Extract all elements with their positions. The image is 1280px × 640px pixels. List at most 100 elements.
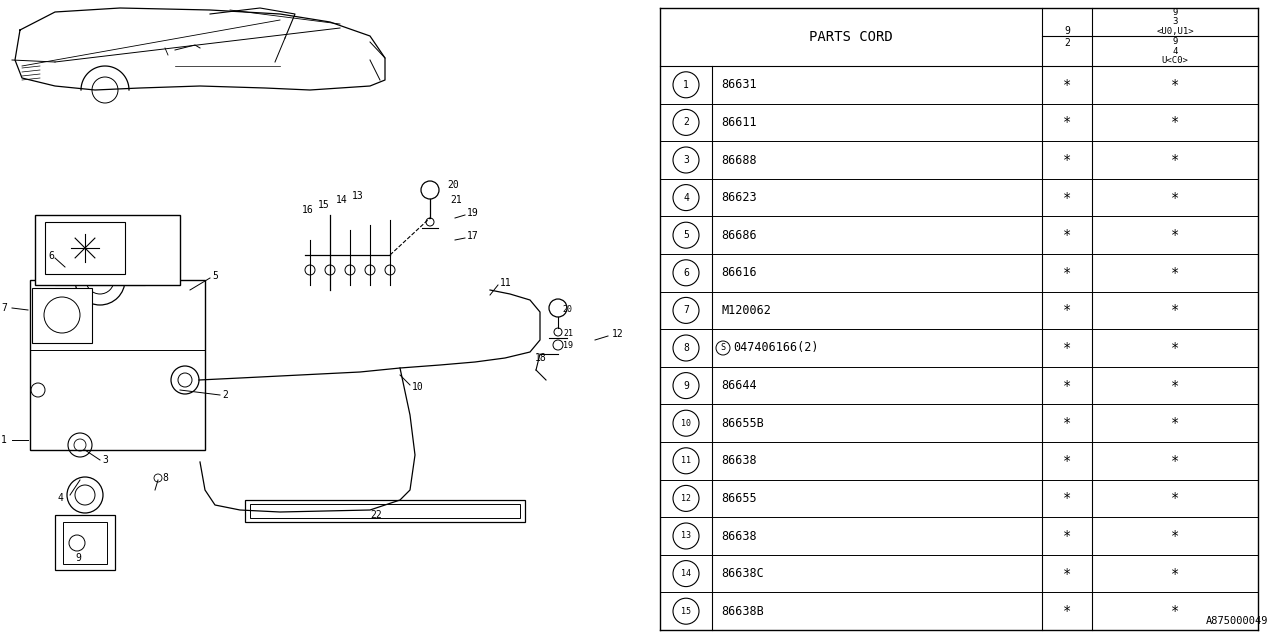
Text: 9
4
U<C0>: 9 4 U<C0> [1161,36,1188,65]
Text: 11: 11 [681,456,691,465]
Text: *: * [1171,341,1179,355]
Circle shape [673,184,699,211]
Circle shape [673,72,699,98]
Text: 4: 4 [58,493,64,503]
Text: 5: 5 [212,271,218,281]
Text: 10: 10 [681,419,691,428]
Text: 8: 8 [163,473,168,483]
Text: *: * [1171,416,1179,430]
Text: 8: 8 [684,343,689,353]
Text: 7: 7 [1,303,6,313]
Text: 15: 15 [317,200,330,210]
Circle shape [673,448,699,474]
Circle shape [716,341,730,355]
Text: *: * [1062,604,1071,618]
Text: 10: 10 [412,382,424,392]
Text: PARTS CORD: PARTS CORD [809,30,893,44]
Bar [32,288,92,343]
Text: 4: 4 [684,193,689,203]
Bar [244,500,525,522]
Text: *: * [1171,604,1179,618]
Circle shape [673,260,699,286]
Text: *: * [1062,529,1071,543]
Text: 21: 21 [563,328,573,337]
Text: 1: 1 [1,435,6,445]
Text: *: * [1171,191,1179,205]
Text: *: * [1171,529,1179,543]
Bar [45,222,125,274]
Bar [250,504,520,518]
Text: *: * [1171,303,1179,317]
Text: 21: 21 [451,195,462,205]
Text: *: * [1171,566,1179,580]
Text: *: * [1171,454,1179,468]
Text: 14: 14 [681,569,691,578]
Text: 86644: 86644 [721,379,756,392]
Text: *: * [1062,228,1071,242]
Text: 3: 3 [684,155,689,165]
Text: 5: 5 [684,230,689,240]
Text: *: * [1171,266,1179,280]
Text: 86638: 86638 [721,529,756,543]
Text: 3: 3 [102,455,108,465]
Text: *: * [1062,303,1071,317]
Text: 86638: 86638 [721,454,756,467]
Text: *: * [1062,492,1071,506]
Text: S: S [721,344,726,353]
Text: *: * [1062,153,1071,167]
Text: 14: 14 [335,195,348,205]
Text: 9
2: 9 2 [1064,26,1070,48]
Text: 20: 20 [447,180,458,190]
Circle shape [673,109,699,136]
Text: *: * [1171,115,1179,129]
Text: 86655: 86655 [721,492,756,505]
Text: 86616: 86616 [721,266,756,279]
Text: 86638C: 86638C [721,567,764,580]
Text: 86686: 86686 [721,228,756,242]
Text: 86655B: 86655B [721,417,764,429]
Text: *: * [1062,379,1071,392]
Bar [55,515,115,570]
Text: 19: 19 [467,208,479,218]
Text: *: * [1062,341,1071,355]
Circle shape [673,561,699,587]
Text: 19: 19 [563,342,573,351]
Text: 12: 12 [612,329,623,339]
Text: *: * [1171,492,1179,506]
Bar [29,280,205,450]
Text: 047406166(2): 047406166(2) [733,342,818,355]
Circle shape [673,372,699,399]
Text: 12: 12 [681,494,691,503]
Text: *: * [1171,379,1179,392]
Text: 9
3
<U0,U1>: 9 3 <U0,U1> [1156,8,1194,36]
Text: *: * [1062,566,1071,580]
Text: *: * [1062,115,1071,129]
Bar [55,265,145,285]
Text: 86611: 86611 [721,116,756,129]
Text: 9: 9 [684,381,689,390]
Circle shape [673,147,699,173]
Bar [35,215,180,285]
Text: 86638B: 86638B [721,605,764,618]
Circle shape [673,523,699,549]
Text: *: * [1062,78,1071,92]
Text: *: * [1171,78,1179,92]
Text: A875000049: A875000049 [1206,616,1268,626]
Text: *: * [1171,228,1179,242]
Text: 2: 2 [684,117,689,127]
Text: 22: 22 [370,510,381,520]
Text: 86623: 86623 [721,191,756,204]
Text: 18: 18 [535,353,547,363]
Circle shape [67,477,102,513]
Text: *: * [1062,266,1071,280]
Text: 7: 7 [684,305,689,316]
Circle shape [673,485,699,511]
Text: 2: 2 [221,390,228,400]
Circle shape [673,410,699,436]
Text: 86631: 86631 [721,78,756,92]
Text: *: * [1062,191,1071,205]
Text: *: * [1062,416,1071,430]
Bar [63,522,108,564]
Circle shape [673,335,699,361]
Text: 6: 6 [684,268,689,278]
